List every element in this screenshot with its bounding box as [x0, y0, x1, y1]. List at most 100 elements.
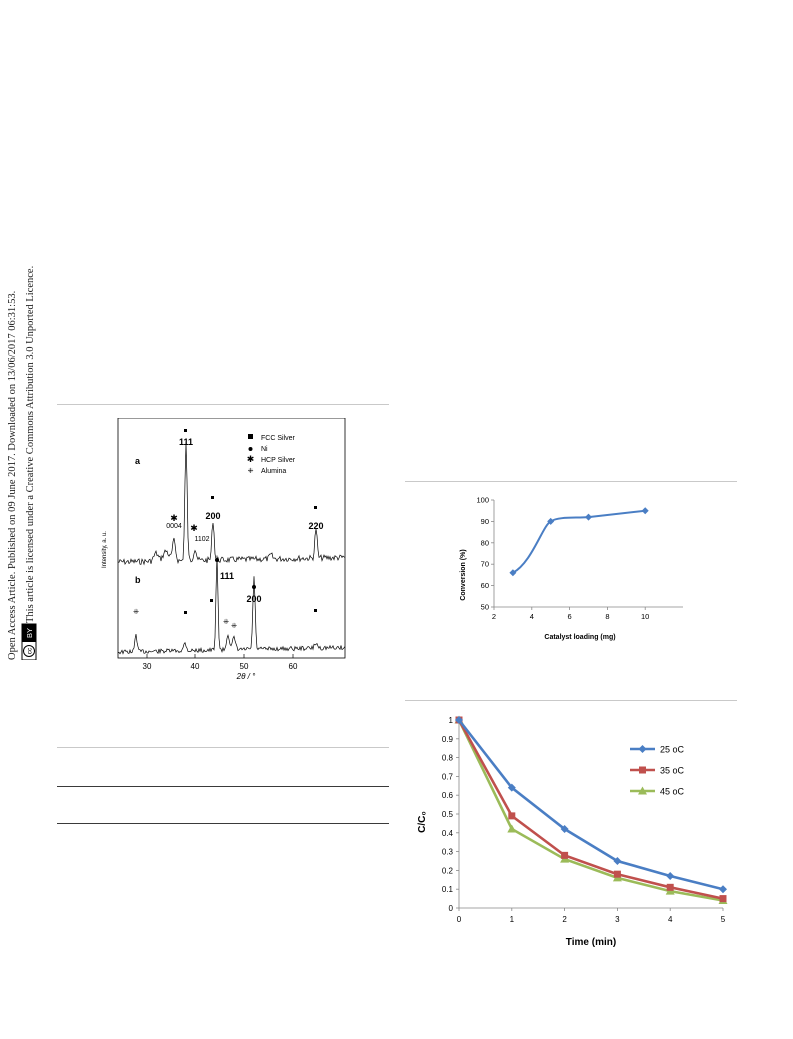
x-axis-label: Time (min): [566, 937, 616, 948]
x-tick-label: 8: [605, 612, 609, 621]
separator-rule: [57, 404, 389, 405]
alumina-marker: ⁜: [248, 467, 254, 475]
y-tick-label: 0.2: [442, 866, 454, 875]
x-tick-label: 0: [457, 915, 462, 924]
y-tick-label: 60: [481, 581, 489, 590]
ni-marker: [248, 447, 253, 451]
data-point: [455, 716, 463, 724]
legend-label: 25 oC: [660, 745, 685, 755]
y-tick-label: 0: [449, 904, 454, 913]
alumina-peak-marker: ⁜: [223, 618, 229, 626]
fcc-peak-marker: [211, 496, 214, 499]
y-tick-label: 0.3: [442, 848, 454, 857]
xrd-pattern-b: [117, 555, 346, 655]
data-point: [507, 783, 516, 792]
y-tick-label: 100: [476, 496, 489, 505]
peak-label: 111: [220, 571, 234, 581]
hcp-peak-marker: ✱: [190, 523, 198, 533]
y-axis-label: C/C₀: [417, 811, 428, 833]
series-line: [512, 509, 646, 574]
xrd-legend: FCC Silver Ni ✱ HCP Silver ⁜ Alumina: [247, 434, 296, 475]
x-tick-label: 6: [568, 612, 572, 621]
peak-label: 0004: [166, 523, 182, 530]
x-tick-label: 2: [492, 612, 496, 621]
y-tick-label: 0.5: [442, 810, 454, 819]
legend-label: 45 oC: [660, 787, 685, 797]
concentration-chart: 0 0.1 0.2 0.3 0.4 0.5 0.6 0.7 0.8 0.9 1 0 1 2 3 4 5 25 o…: [417, 715, 728, 948]
x-tick-label: 50: [240, 662, 249, 671]
data-point: [639, 766, 646, 774]
legend-entry: HCP Silver: [261, 457, 296, 464]
cc-by-badge[interactable]: cc BY: [21, 623, 37, 661]
data-point: [507, 824, 517, 833]
table-rule: [57, 823, 389, 824]
hcp-silver-marker: ✱: [247, 454, 255, 464]
data-point: [666, 883, 674, 891]
legend-entry: FCC Silver: [261, 435, 296, 442]
xrd-y-label: Intensity, a. u.: [102, 531, 108, 568]
data-point: [613, 870, 621, 878]
open-access-notice: Open Access Article. Published on 09 Jun…: [2, 190, 42, 661]
separator-rule: [405, 700, 737, 701]
y-tick-label: 1: [449, 716, 454, 725]
data-point: [641, 507, 649, 515]
data-point: [585, 513, 592, 521]
x-tick-label: 2: [562, 915, 567, 924]
data-point: [638, 745, 647, 753]
y-tick-label: 0.4: [442, 829, 454, 838]
y-axis-label: Conversion (%): [460, 549, 467, 600]
data-point: [638, 786, 647, 795]
x-tick-label: 40: [191, 662, 200, 671]
x-tick-label: 30: [143, 662, 152, 671]
peak-label: 1102: [194, 536, 209, 543]
x-tick-label: 4: [530, 612, 534, 621]
y-tick-label: 80: [481, 538, 489, 547]
peak-label: 111: [179, 437, 193, 447]
series-line: [457, 719, 724, 902]
x-tick-label: 5: [721, 915, 726, 924]
y-tick-label: 0.8: [442, 754, 454, 763]
data-point: [613, 857, 622, 865]
alumina-peak-marker: ⁜: [231, 622, 237, 630]
x-tick-label: 60: [289, 662, 298, 671]
fcc-peak-marker: [184, 611, 187, 614]
y-tick-label: 0.1: [442, 885, 454, 894]
ni-peak-marker: [215, 558, 219, 562]
data-point: [560, 825, 569, 834]
hcp-peak-marker: ✱: [170, 513, 178, 523]
notice-line-2: This article is licensed under a Creativ…: [25, 266, 36, 623]
xrd-pattern-a: [117, 442, 346, 566]
y-tick-label: 70: [481, 560, 489, 569]
y-tick-label: 0.7: [442, 772, 454, 781]
xrd-figure: Intensity, a. u. 2θ / ° a b FCC Silver N…: [102, 418, 346, 681]
peak-label: 200: [205, 511, 220, 521]
notice-line-1: Open Access Article. Published on 09 Jun…: [7, 291, 18, 660]
y-tick-label: 0.9: [442, 735, 454, 744]
panel-label-b: b: [135, 575, 141, 585]
y-tick-label: 0.6: [442, 791, 454, 800]
x-tick-label: 4: [668, 915, 673, 924]
peak-label: 220: [308, 521, 323, 531]
x-axis-label: Catalyst loading (mg): [544, 634, 615, 641]
legend-entry: Ni: [261, 446, 268, 453]
series-line: [457, 719, 724, 900]
data-point: [719, 885, 727, 894]
peak-label: 200: [246, 594, 261, 604]
data-point: [508, 812, 516, 820]
legend-entry: Alumina: [261, 468, 286, 475]
y-tick-label: 50: [481, 603, 489, 612]
data-point: [547, 517, 555, 525]
x-tick-label: 1: [510, 915, 515, 924]
fcc-peak-marker: [314, 609, 317, 612]
separator-rule: [57, 747, 389, 748]
panel-label-a: a: [135, 456, 141, 466]
data-point: [666, 872, 675, 881]
separator-rule: [405, 481, 737, 482]
cc-icon: cc: [27, 647, 34, 654]
data-point: [561, 851, 569, 859]
data-point: [509, 569, 517, 577]
series-line: [457, 719, 724, 891]
fcc-peak-marker: [210, 599, 213, 602]
y-tick-label: 90: [481, 517, 489, 526]
x-tick-label: 3: [615, 915, 620, 924]
